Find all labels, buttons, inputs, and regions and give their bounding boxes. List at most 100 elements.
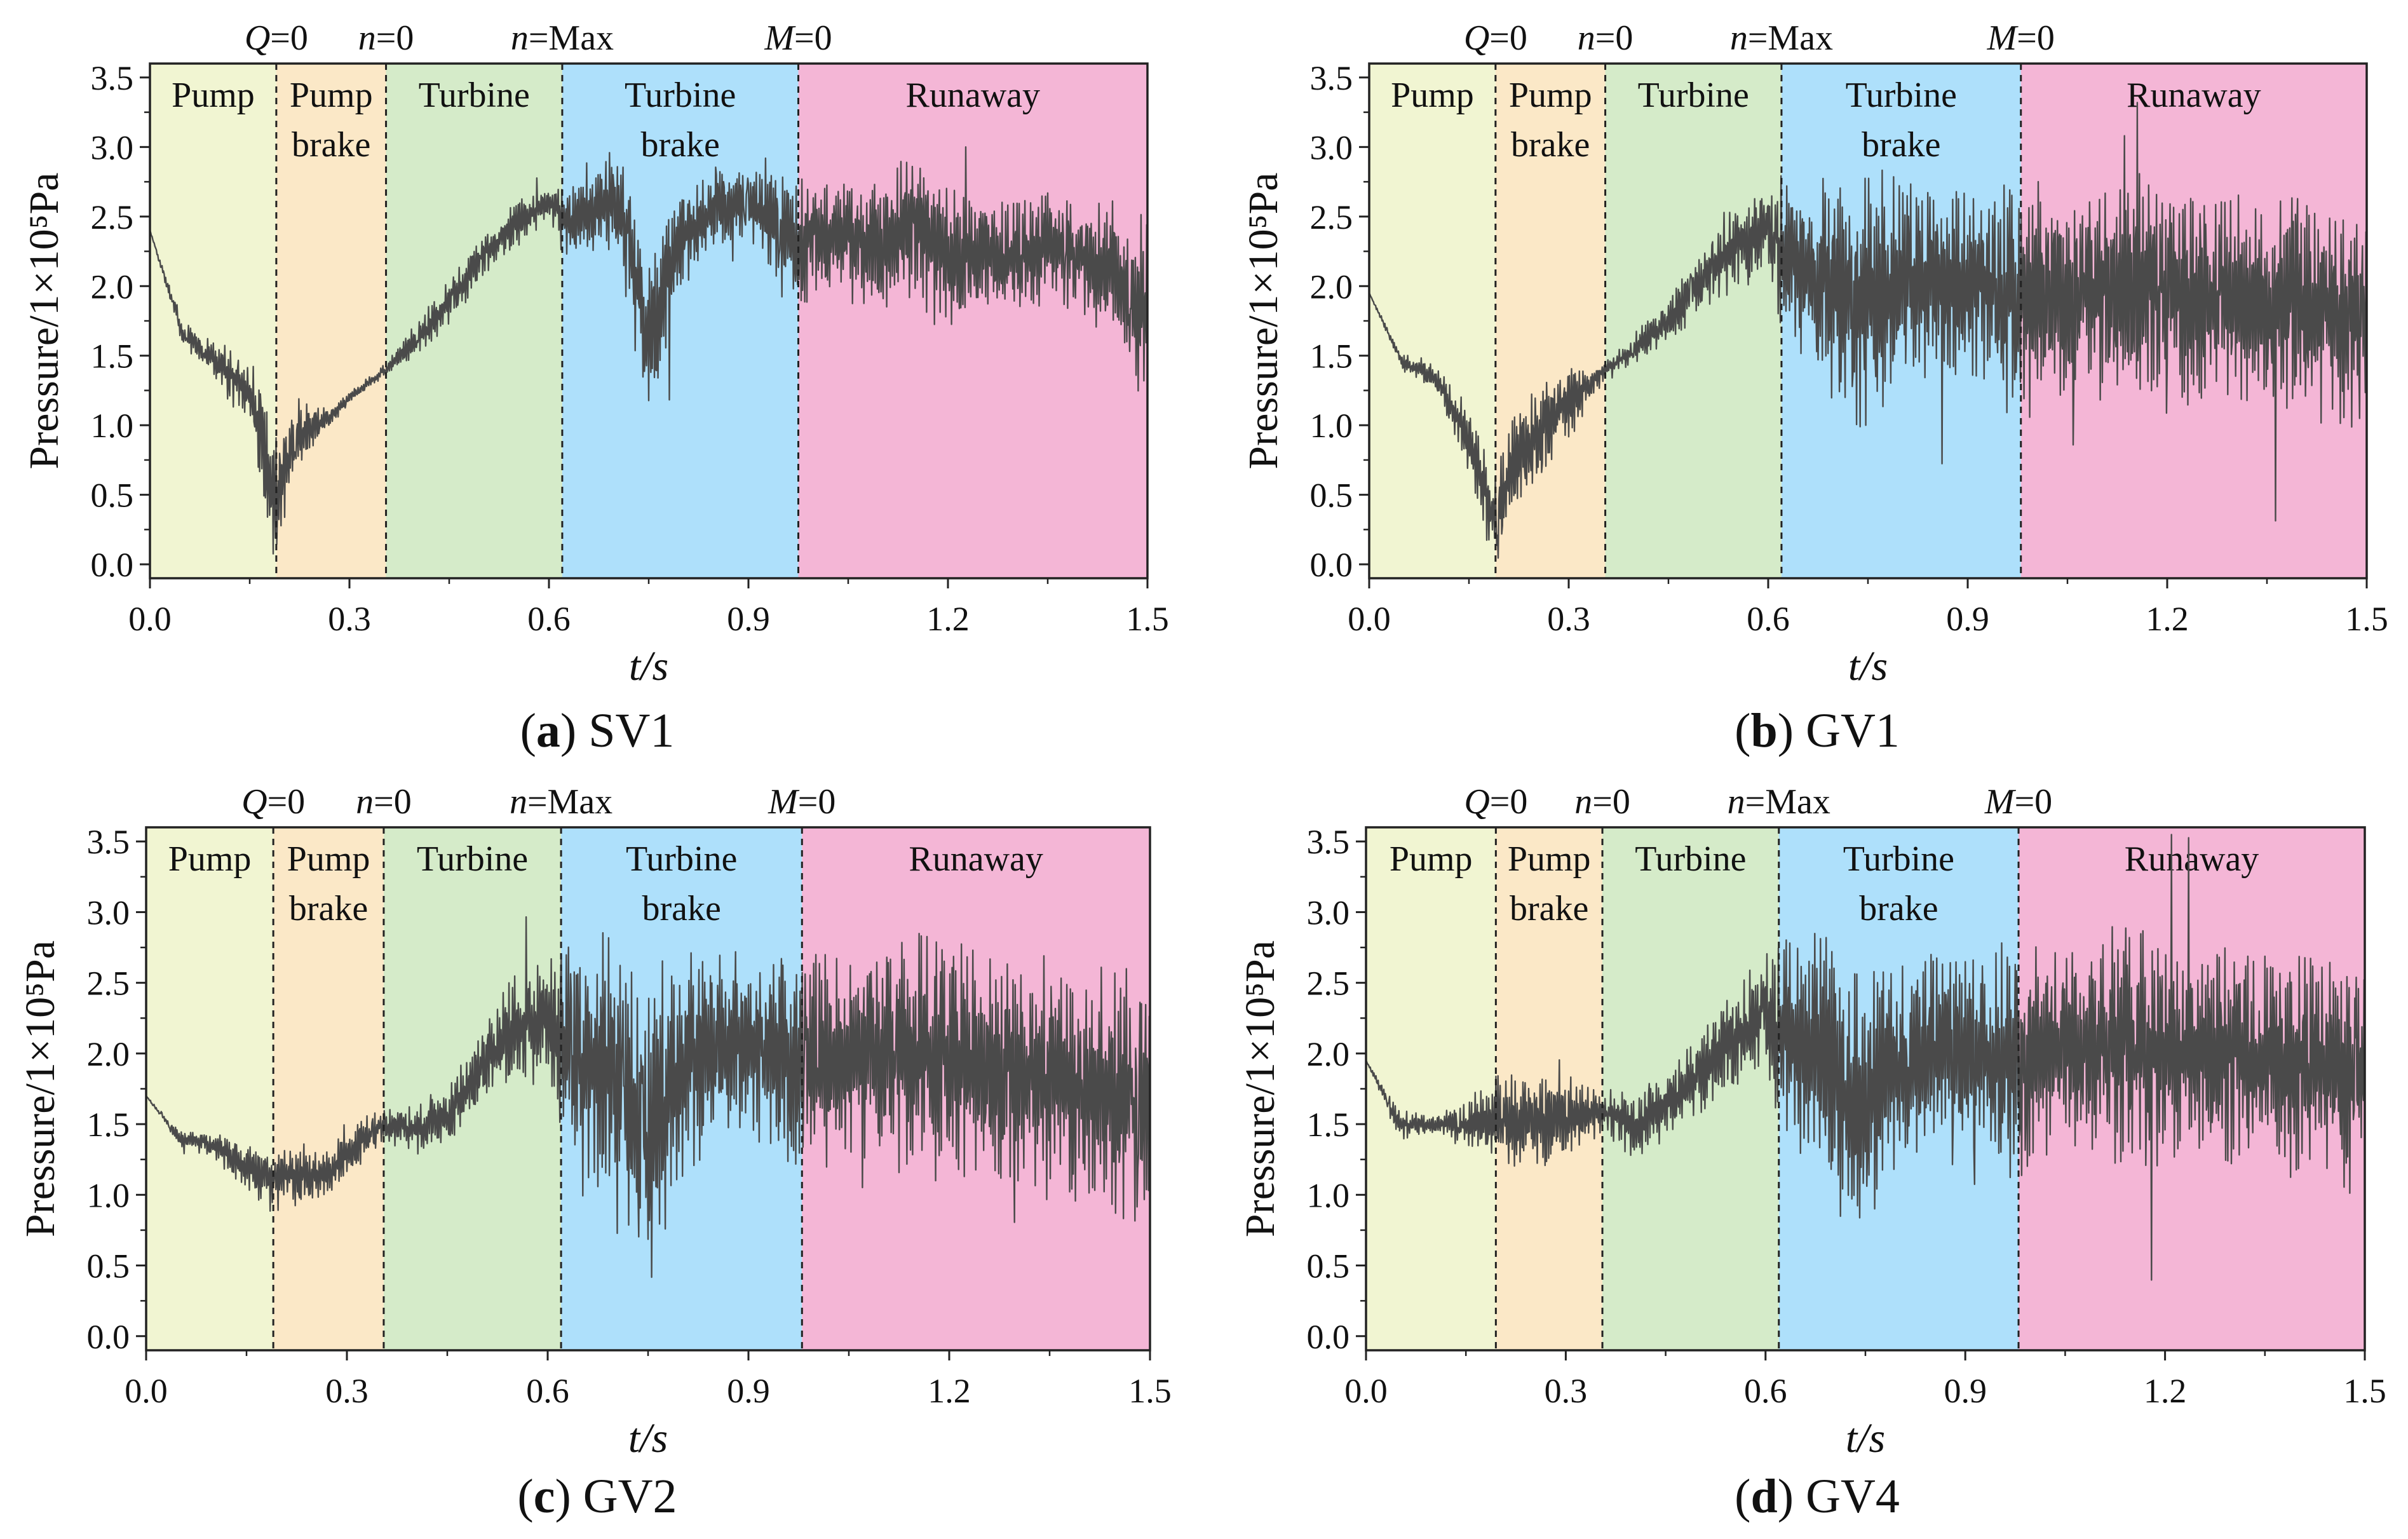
region-label-pump-brake: Pump bbox=[1509, 76, 1592, 115]
boundary-label-var: n bbox=[510, 782, 527, 822]
plot-area-a: Pump Pump brake Turbine Turbine brake Runaway 0… bbox=[21, 18, 1169, 689]
panel-b: Pump Pump brake Turbine Turbine brake Runaway 0… bbox=[1240, 18, 2388, 757]
y-tick-label: 0.0 bbox=[1310, 546, 1353, 584]
region-label-runaway: Runaway bbox=[2127, 76, 2261, 115]
boundary-label-var: Q bbox=[245, 18, 270, 58]
caption-letter-a: a bbox=[536, 704, 560, 757]
boundary-label: M=0 bbox=[768, 782, 835, 822]
region-label-turbine-brake-line2: brake bbox=[642, 889, 720, 928]
plot-area-d: Pump Pump brake Turbine Turbine brake Runaway 0… bbox=[1237, 782, 2386, 1461]
region-label-runaway: Runaway bbox=[909, 839, 1043, 879]
boundary-label-value: =0 bbox=[798, 782, 836, 822]
boundary-label: M=0 bbox=[1987, 18, 2055, 58]
caption-name-a: SV1 bbox=[588, 704, 674, 757]
boundary-label-var: M bbox=[1987, 18, 2019, 58]
panel-d: Pump Pump brake Turbine Turbine brake Runaway 0… bbox=[1237, 782, 2386, 1523]
x-tick-label: 0.6 bbox=[1744, 1372, 1787, 1410]
region-pump-brake bbox=[273, 827, 384, 1350]
caption-c: (c) GV2 bbox=[517, 1470, 677, 1523]
boundary-label-var: M bbox=[1984, 782, 2017, 822]
y-tick-label: 1.0 bbox=[91, 407, 134, 445]
x-tick-label: 0.6 bbox=[526, 1372, 569, 1410]
boundary-label: Q=0 bbox=[1464, 18, 1527, 58]
region-label-turbine-brake-line2: brake bbox=[1862, 125, 1940, 165]
x-tick-label: 0.9 bbox=[727, 1372, 770, 1410]
x-tick-label: 0.3 bbox=[328, 600, 371, 638]
region-label-pump-brake-line2: brake bbox=[289, 889, 368, 928]
panel-a: Pump Pump brake Turbine Turbine brake Runaway 0… bbox=[21, 18, 1169, 757]
region-pump-brake bbox=[1496, 827, 1603, 1350]
region-runaway bbox=[798, 64, 1147, 578]
x-tick-label: 0.3 bbox=[325, 1372, 369, 1410]
y-axis-label: Pressure/1×10⁵Pa bbox=[1237, 940, 1283, 1237]
x-axis-label: t/s bbox=[1846, 1415, 1885, 1461]
caption-name-b: GV1 bbox=[1806, 704, 1900, 757]
region-pump bbox=[1369, 64, 1496, 578]
region-label-pump-brake-line2: brake bbox=[292, 125, 370, 165]
y-tick-label: 0.5 bbox=[91, 477, 134, 515]
y-tick-label: 1.5 bbox=[91, 337, 134, 376]
region-label-pump: Pump bbox=[168, 839, 252, 879]
region-label-runaway: Runaway bbox=[2125, 839, 2259, 879]
x-tick-label: 1.5 bbox=[2343, 1372, 2386, 1410]
boundary-label: n=Max bbox=[1730, 18, 1833, 58]
y-tick-label: 3.0 bbox=[1307, 893, 1350, 932]
region-label-turbine-brake: Turbine bbox=[1846, 76, 1957, 115]
y-tick-label: 1.0 bbox=[1310, 407, 1353, 445]
x-axis-label: t/s bbox=[1848, 643, 1888, 689]
boundary-label-value: =0 bbox=[267, 782, 306, 822]
y-tick-label: 0.0 bbox=[1307, 1318, 1350, 1356]
region-pump bbox=[1366, 827, 1496, 1350]
y-tick-label: 2.0 bbox=[91, 268, 134, 306]
x-tick-label: 1.2 bbox=[926, 600, 970, 638]
region-label-pump: Pump bbox=[1391, 76, 1474, 115]
boundary-label: n=Max bbox=[511, 18, 614, 58]
x-tick-label: 0.3 bbox=[1547, 600, 1590, 638]
y-tick-label: 2.5 bbox=[1310, 198, 1353, 236]
boundary-label-value: =0 bbox=[376, 18, 414, 58]
y-tick-label: 3.5 bbox=[1307, 823, 1350, 861]
caption-a: (a) SV1 bbox=[520, 704, 675, 757]
boundary-label-var: n bbox=[1578, 18, 1595, 58]
y-tick-label: 1.0 bbox=[87, 1176, 130, 1214]
boundary-label-value: =0 bbox=[1592, 782, 1630, 822]
boundary-label-value: =0 bbox=[2017, 18, 2055, 58]
caption-letter-b: b bbox=[1750, 704, 1777, 757]
x-axis-label: t/s bbox=[629, 643, 668, 689]
boundary-label-var: Q bbox=[1464, 18, 1489, 58]
boundary-label-var: M bbox=[764, 18, 796, 58]
region-label-pump-brake: Pump bbox=[287, 839, 370, 879]
plot-area-c: Pump Pump brake Turbine Turbine brake Runaway 0… bbox=[17, 782, 1172, 1461]
y-tick-label: 1.5 bbox=[87, 1106, 130, 1144]
region-label-runaway: Runaway bbox=[905, 76, 1040, 115]
caption-name-d: GV4 bbox=[1806, 1470, 1900, 1523]
boundary-label-var: n bbox=[1730, 18, 1748, 58]
boundary-label-value: =Max bbox=[1745, 782, 1830, 822]
pressure-line-GV2 bbox=[145, 916, 1151, 1278]
y-tick-label: 0.5 bbox=[1310, 477, 1353, 515]
y-tick-label: 3.0 bbox=[1310, 128, 1353, 166]
boundary-label: n=0 bbox=[1574, 782, 1630, 822]
x-tick-label: 0.6 bbox=[1747, 600, 1790, 638]
x-tick-label: 1.2 bbox=[2144, 1372, 2187, 1410]
region-label-pump-brake: Pump bbox=[1508, 839, 1591, 879]
caption-letter-c: c bbox=[534, 1470, 555, 1523]
region-turbine bbox=[1605, 64, 1782, 578]
region-label-turbine: Turbine bbox=[1635, 839, 1746, 879]
region-label-pump: Pump bbox=[172, 76, 255, 115]
region-label-pump-brake-line2: brake bbox=[1511, 125, 1590, 165]
plot-area-b: Pump Pump brake Turbine Turbine brake Runaway 0… bbox=[1240, 18, 2388, 689]
x-tick-label: 0.9 bbox=[727, 600, 770, 638]
region-label-turbine-brake: Turbine bbox=[625, 76, 736, 115]
boundary-label: n=0 bbox=[1578, 18, 1634, 58]
boundary-label-value: =Max bbox=[1748, 18, 1833, 58]
x-tick-label: 0.0 bbox=[125, 1372, 168, 1410]
boundary-label-value: =0 bbox=[1595, 18, 1634, 58]
y-axis-label: Pressure/1×10⁵Pa bbox=[1240, 172, 1287, 469]
boundary-label: n=0 bbox=[358, 18, 414, 58]
pressure-line-GV4 bbox=[1365, 834, 2366, 1281]
y-tick-label: 3.5 bbox=[1310, 59, 1353, 97]
region-label-turbine-brake: Turbine bbox=[626, 839, 737, 879]
boundary-label: n=Max bbox=[1728, 782, 1830, 822]
y-tick-label: 2.0 bbox=[87, 1035, 130, 1073]
